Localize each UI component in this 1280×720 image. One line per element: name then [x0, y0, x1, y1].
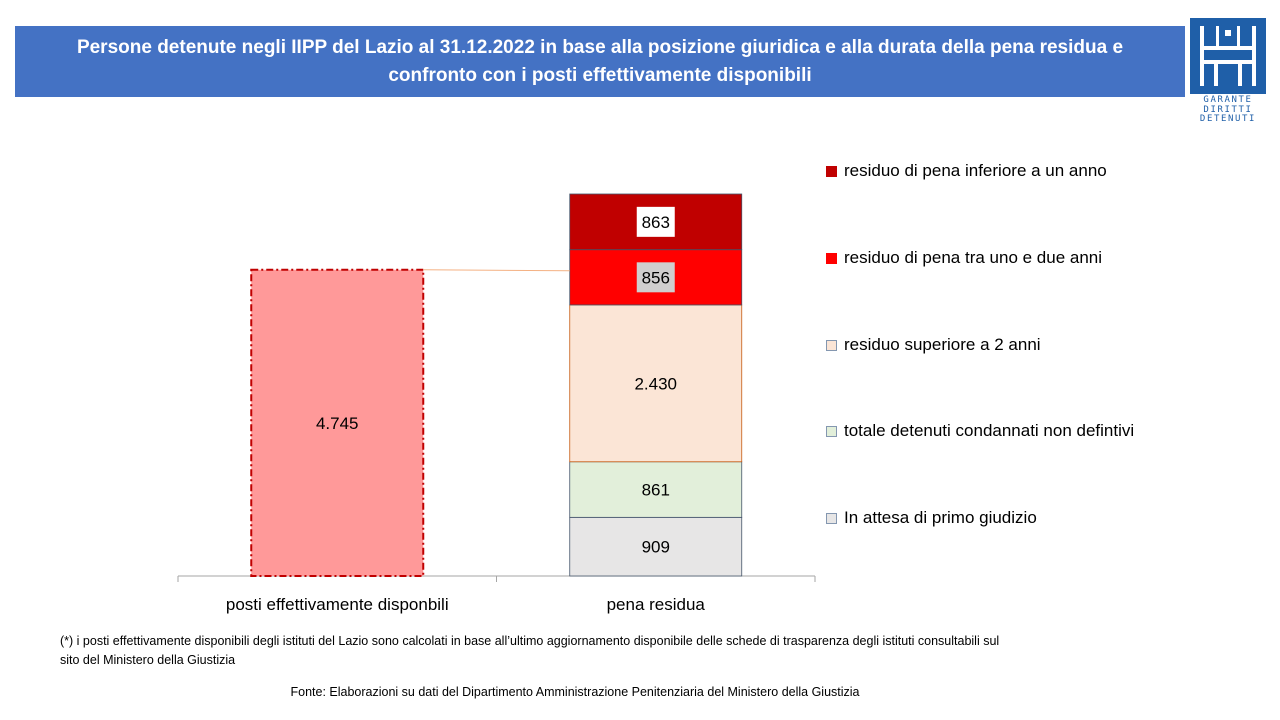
legend-swatch	[826, 426, 837, 437]
legend-label: residuo di pena inferiore a un anno	[844, 161, 1107, 180]
title-banner: Persone detenute negli IIPP del Lazio al…	[15, 26, 1185, 97]
data-label-box	[636, 206, 675, 237]
legend-label: residuo superiore a 2 anni	[844, 335, 1041, 354]
legend-item: residuo di pena tra uno e due anni	[826, 245, 1166, 271]
bar-segment	[569, 304, 743, 463]
data-label: 863	[642, 213, 670, 232]
series-line	[423, 269, 570, 272]
legend-swatch	[826, 253, 837, 264]
legend-label: residuo di pena tra uno e due anni	[844, 248, 1103, 267]
source-note: Fonte: Elaborazioni su dati del Dipartim…	[290, 685, 860, 699]
legend-item: residuo di pena inferiore a un anno	[826, 158, 1166, 184]
legend-swatch	[826, 166, 837, 177]
legend-item: In attesa di primo giudizio	[826, 505, 1166, 531]
data-label: 4.745	[316, 414, 359, 433]
garante-diritti-detenuti-logo-icon	[1190, 18, 1266, 94]
legend-swatch	[826, 513, 837, 524]
legend-item: totale detenuti condannati non defintivi	[826, 418, 1166, 444]
data-label: 909	[642, 538, 670, 557]
x-axis-tick-label: posti effettivamente disponbili	[226, 595, 449, 614]
chart-title: Persone detenute negli IIPP del Lazio al…	[76, 36, 1124, 86]
garante-logo: GARANTE DIRITTI DETENUTI	[1187, 16, 1269, 126]
bar-segment	[569, 516, 743, 577]
logo-line: GARANTE	[1203, 95, 1253, 105]
bar-segment	[569, 461, 743, 518]
legend-label: totale detenuti condannati non defintivi	[844, 421, 1135, 440]
legend-item: residuo superiore a 2 anni	[826, 332, 1166, 358]
footnote: (*) i posti effettivamente disponibili d…	[60, 634, 1000, 667]
logo-line: DETENUTI	[1199, 114, 1257, 124]
legend-swatch	[826, 340, 837, 351]
data-label: 2.430	[634, 374, 677, 393]
legend-label: In attesa di primo giudizio	[844, 508, 1037, 527]
logo-line: DIRITTI	[1203, 104, 1253, 115]
x-axis-tick-label: pena residua	[607, 595, 706, 614]
data-label: 856	[642, 268, 670, 287]
bar-segment	[250, 268, 425, 577]
data-label: 861	[642, 481, 670, 500]
data-label-box	[636, 262, 675, 293]
